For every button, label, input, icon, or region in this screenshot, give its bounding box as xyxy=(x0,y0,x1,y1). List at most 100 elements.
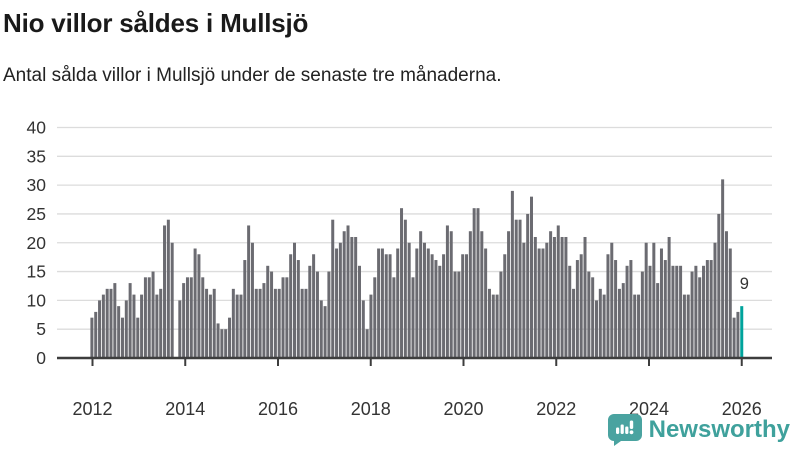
bar xyxy=(426,248,430,358)
bar xyxy=(403,219,407,358)
chart-header: Nio villor såldes i Mullsjö Antal sålda … xyxy=(3,0,797,87)
bar xyxy=(461,254,465,358)
bar xyxy=(503,254,507,358)
bar xyxy=(556,225,560,358)
bar xyxy=(728,248,732,358)
bar xyxy=(419,231,423,358)
bar xyxy=(530,196,533,358)
bar xyxy=(659,248,663,358)
bar xyxy=(101,294,105,358)
bar xyxy=(105,288,109,358)
bar xyxy=(533,236,537,358)
bar xyxy=(702,265,706,358)
bar xyxy=(163,225,167,358)
bar xyxy=(377,248,381,358)
x-axis-tick-label: 2020 xyxy=(443,399,483,419)
bar xyxy=(717,213,721,358)
bar xyxy=(155,294,159,358)
bar xyxy=(266,265,270,358)
bar xyxy=(166,219,170,358)
bar xyxy=(113,283,117,358)
bar xyxy=(572,288,576,358)
bar xyxy=(480,231,484,358)
bar xyxy=(197,254,201,358)
bar xyxy=(415,248,419,358)
bar xyxy=(671,265,675,358)
bar xyxy=(109,288,113,358)
bar xyxy=(575,260,579,358)
bar xyxy=(713,242,717,358)
y-axis-tick-label: 40 xyxy=(27,118,47,138)
bar xyxy=(724,231,728,358)
bar xyxy=(346,225,350,358)
bar xyxy=(365,329,369,358)
bar xyxy=(526,213,530,358)
bar xyxy=(189,277,193,358)
bar xyxy=(679,265,683,358)
bar xyxy=(507,231,511,358)
bar xyxy=(484,248,488,358)
bar xyxy=(216,323,220,359)
bar xyxy=(323,306,327,358)
bar xyxy=(220,329,224,358)
bar xyxy=(293,242,296,358)
bar xyxy=(132,294,136,358)
bar xyxy=(694,265,698,358)
bar xyxy=(159,288,163,358)
bar xyxy=(143,277,147,358)
bar xyxy=(289,254,293,358)
x-axis-tick-label: 2016 xyxy=(258,399,298,419)
bar xyxy=(629,260,633,358)
bar xyxy=(335,248,339,358)
bar xyxy=(442,254,446,358)
bar xyxy=(388,254,392,358)
bar xyxy=(140,294,144,358)
bar xyxy=(308,265,312,358)
x-axis-tick-label: 2022 xyxy=(536,399,576,419)
bar xyxy=(258,288,262,358)
bar xyxy=(614,260,618,358)
bar xyxy=(228,317,232,358)
bar xyxy=(648,265,652,358)
bar xyxy=(239,294,243,358)
bar xyxy=(212,288,216,358)
bar xyxy=(319,300,323,359)
bar xyxy=(495,294,499,358)
bar xyxy=(243,260,247,358)
bar xyxy=(709,260,713,358)
bar xyxy=(400,208,404,358)
bar xyxy=(698,277,702,358)
highlight-bar xyxy=(740,306,744,358)
bar xyxy=(598,288,602,358)
bar xyxy=(736,311,740,358)
bar xyxy=(491,294,495,358)
y-axis-tick-label: 30 xyxy=(27,175,47,195)
bar xyxy=(331,219,335,358)
bar xyxy=(617,288,621,358)
bar xyxy=(449,231,453,358)
x-axis-tick-label: 2026 xyxy=(722,399,762,419)
logo-bubble-shape xyxy=(607,414,642,446)
bar xyxy=(136,317,140,358)
bar xyxy=(98,300,102,359)
bar xyxy=(262,283,266,358)
bar xyxy=(438,265,442,358)
bar xyxy=(151,271,155,358)
bar xyxy=(170,242,174,358)
bar xyxy=(682,294,686,358)
bar xyxy=(182,283,186,358)
bar xyxy=(545,242,549,358)
bar xyxy=(361,300,365,359)
bar xyxy=(564,236,568,358)
bar xyxy=(552,236,556,358)
bar xyxy=(147,277,151,358)
bar xyxy=(568,265,572,358)
bar xyxy=(510,190,514,358)
bar xyxy=(357,265,361,358)
bar xyxy=(644,242,648,358)
bar xyxy=(514,219,518,358)
bar xyxy=(90,317,94,358)
bar xyxy=(422,242,426,358)
bar xyxy=(476,208,480,358)
